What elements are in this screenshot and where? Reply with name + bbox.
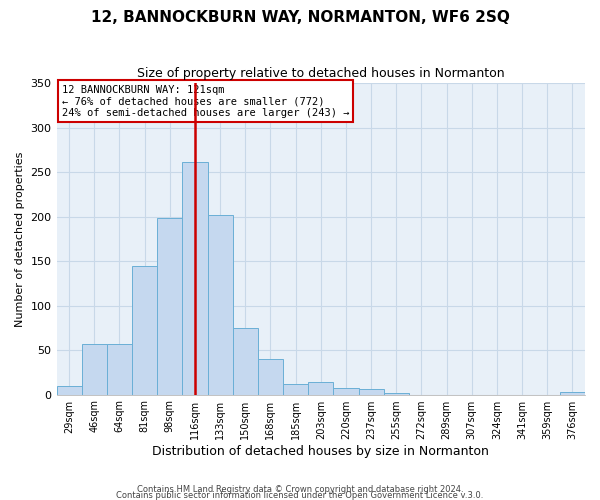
Text: Contains HM Land Registry data © Crown copyright and database right 2024.: Contains HM Land Registry data © Crown c… <box>137 484 463 494</box>
Bar <box>283 384 308 394</box>
Text: Contains public sector information licensed under the Open Government Licence v.: Contains public sector information licen… <box>116 490 484 500</box>
Bar <box>182 162 208 394</box>
Bar <box>157 218 182 394</box>
Bar <box>208 215 233 394</box>
Bar <box>56 386 82 394</box>
Text: 12, BANNOCKBURN WAY, NORMANTON, WF6 2SQ: 12, BANNOCKBURN WAY, NORMANTON, WF6 2SQ <box>91 10 509 25</box>
Bar <box>132 266 157 394</box>
Bar <box>82 344 107 395</box>
Text: 12 BANNOCKBURN WAY: 121sqm
← 76% of detached houses are smaller (772)
24% of sem: 12 BANNOCKBURN WAY: 121sqm ← 76% of deta… <box>62 84 349 118</box>
Bar <box>334 388 359 394</box>
Y-axis label: Number of detached properties: Number of detached properties <box>15 151 25 326</box>
Bar <box>359 389 383 394</box>
Bar <box>233 328 258 394</box>
Title: Size of property relative to detached houses in Normanton: Size of property relative to detached ho… <box>137 68 505 80</box>
Bar <box>560 392 585 394</box>
Bar <box>383 393 409 394</box>
Bar <box>107 344 132 395</box>
X-axis label: Distribution of detached houses by size in Normanton: Distribution of detached houses by size … <box>152 444 489 458</box>
Bar <box>308 382 334 394</box>
Bar <box>258 359 283 394</box>
